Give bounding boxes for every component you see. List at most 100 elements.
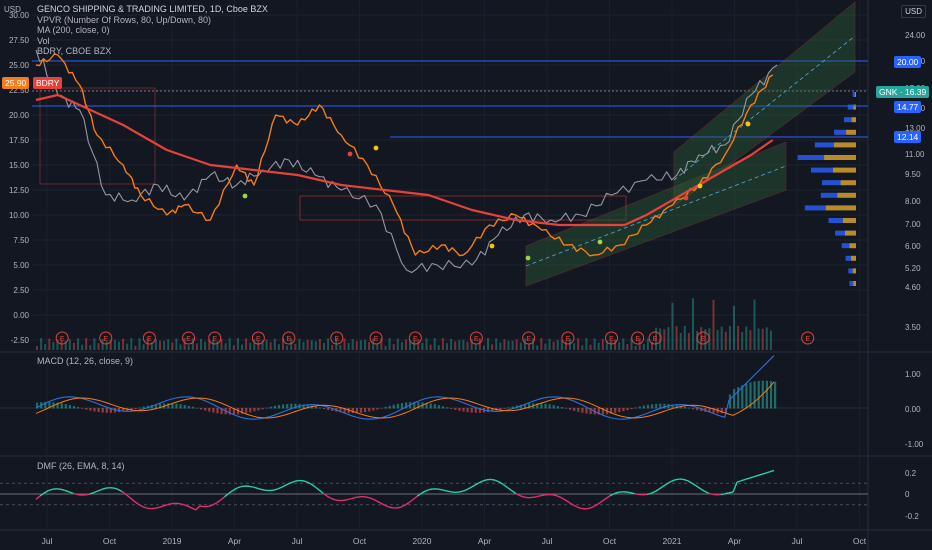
macd-histogram-bar: [113, 408, 117, 413]
macd-histogram-bar: [597, 408, 600, 415]
macd-histogram-bar: [765, 380, 768, 409]
earnings-event-label: E: [701, 336, 706, 343]
macd-histogram-bar: [200, 408, 203, 410]
macd-histogram-bar: [339, 408, 342, 413]
volume-bar: [573, 343, 576, 350]
time-axis-label: Jul: [792, 536, 803, 546]
volume-bar: [138, 338, 141, 350]
macd-histogram-bar: [614, 408, 617, 414]
vp-down-bar: [849, 243, 856, 249]
volume-bar: [712, 299, 715, 350]
dmf-segment: [761, 472, 767, 475]
volume-bar: [323, 343, 325, 350]
macd-histogram-bar: [396, 403, 399, 409]
volume-bar: [183, 338, 186, 350]
macd-histogram-bar: [733, 389, 736, 409]
dmf-segment: [199, 505, 205, 508]
dmf-segment: [355, 496, 361, 499]
macd-histogram-bar: [359, 408, 363, 413]
earnings-event-marker: [330, 331, 344, 345]
volume-bar: [208, 339, 211, 350]
macd-histogram-bar: [745, 383, 748, 409]
macd-histogram-bar: [306, 404, 309, 409]
macd-histogram-bar: [478, 408, 481, 413]
dmf-segment: [211, 502, 217, 506]
vpvr-label[interactable]: VPVR (Number Of Rows, 80, Up/Down, 80): [37, 14, 212, 25]
ma200-line: [35, 93, 774, 227]
macd-histogram-bar: [36, 402, 39, 409]
macd-histogram-bar: [470, 408, 473, 413]
volume-bar: [232, 345, 235, 350]
vp-up-bar: [843, 117, 852, 123]
volume-bar: [548, 338, 551, 350]
volume-bar: [236, 338, 239, 350]
volume-bar: [622, 338, 625, 350]
earnings-event-marker: [631, 331, 645, 345]
volume-bar: [77, 338, 79, 350]
dmf-segment: [437, 488, 443, 491]
symbol-title[interactable]: GENCO SHIPPING & TRADING LIMITED, 1D, Cb…: [37, 4, 268, 14]
dmf-segment: [39, 492, 45, 497]
dmf-segment: [515, 492, 521, 497]
dmf-segment: [97, 488, 102, 492]
dmf-segment: [281, 484, 287, 488]
volume-bar: [364, 339, 366, 350]
vol-label[interactable]: Vol: [37, 35, 50, 46]
macd-histogram-bar: [601, 408, 604, 415]
earnings-event-label: E: [256, 336, 261, 343]
dmf-segment: [48, 488, 53, 492]
macd-histogram-bar: [458, 408, 461, 411]
macd-histogram-bar: [195, 407, 199, 409]
dmf-segment: [335, 499, 340, 502]
volume-bar: [200, 338, 202, 350]
volume-bar: [437, 345, 440, 350]
dmf-label[interactable]: DMF (26, EMA, 8, 14): [37, 461, 125, 471]
earnings-event-marker: [55, 331, 69, 345]
volume-bar: [528, 344, 530, 350]
earnings-event-marker: [282, 331, 296, 345]
upper-channel: [673, 1, 856, 207]
macd-histogram-bar: [466, 408, 469, 413]
volume-bar: [589, 344, 592, 350]
dmf-segment: [167, 503, 172, 506]
macd-histogram-bar: [675, 405, 678, 409]
time-axis-label: Jul: [42, 536, 53, 546]
macd-histogram-bar: [454, 408, 457, 410]
earnings-event-marker: [182, 331, 196, 345]
signal-dot: [347, 151, 353, 157]
macd-histogram-bar: [692, 408, 695, 410]
macd-histogram-bar: [774, 381, 777, 409]
macd-histogram-bar: [261, 408, 264, 410]
compare-label[interactable]: BDRY, CBOE BZX: [37, 46, 112, 56]
dmf-segment: [662, 482, 668, 487]
macd-signal-line: [35, 381, 775, 419]
dmf-segment: [285, 482, 291, 486]
volume-bar: [679, 332, 682, 350]
macd-label[interactable]: MACD (12, 26, close, 9): [37, 356, 134, 366]
right-currency-button[interactable]: USD: [901, 5, 926, 18]
macd-histogram-bar: [60, 403, 63, 409]
volume-bar: [310, 340, 313, 350]
left-axis-tick: 12.50: [9, 186, 30, 195]
range-box: [299, 195, 627, 221]
dmf-segment: [249, 485, 254, 488]
macd-histogram-bar: [536, 403, 539, 409]
macd-histogram-bar: [93, 408, 96, 412]
macd-histogram-bar: [540, 403, 543, 409]
volume-bar: [577, 338, 580, 350]
volume-bar: [630, 338, 633, 350]
ma-label[interactable]: MA (200, close, 0): [37, 25, 110, 35]
vp-down-bar: [840, 180, 856, 186]
volume-bar: [314, 341, 317, 350]
macd-histogram-bar: [523, 404, 527, 409]
volume-bar: [105, 341, 108, 350]
macd-histogram-bar: [544, 403, 547, 409]
volume-bar: [425, 338, 428, 350]
earnings-event-label: E: [60, 336, 65, 343]
macd-histogram-bar: [474, 408, 477, 413]
macd-histogram-bar: [548, 404, 551, 409]
dmf-segment: [162, 504, 168, 507]
channel-midline: [525, 165, 787, 267]
volume-bar: [265, 339, 268, 350]
